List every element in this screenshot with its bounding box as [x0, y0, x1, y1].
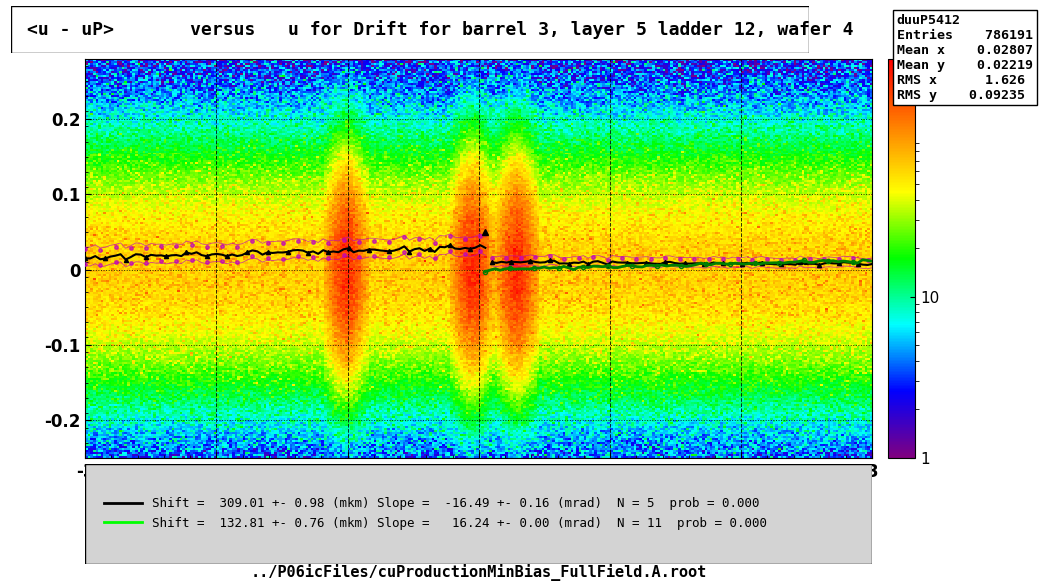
Legend: Shift =  309.01 +- 0.98 (mkm) Slope =  -16.49 +- 0.16 (mrad)  N = 5  prob = 0.00: Shift = 309.01 +- 0.98 (mkm) Slope = -16… — [99, 492, 771, 535]
Text: duuP5412
Entries    786191
Mean x    0.02807
Mean y    0.02219
RMS x      1.626
: duuP5412 Entries 786191 Mean x 0.02807 M… — [897, 14, 1033, 102]
Text: <u - uP>       versus   u for Drift for barrel 3, layer 5 ladder 12, wafer 4: <u - uP> versus u for Drift for barrel 3… — [27, 20, 853, 39]
Text: ../P06icFiles/cuProductionMinBias_FullField.A.root: ../P06icFiles/cuProductionMinBias_FullFi… — [251, 564, 706, 581]
